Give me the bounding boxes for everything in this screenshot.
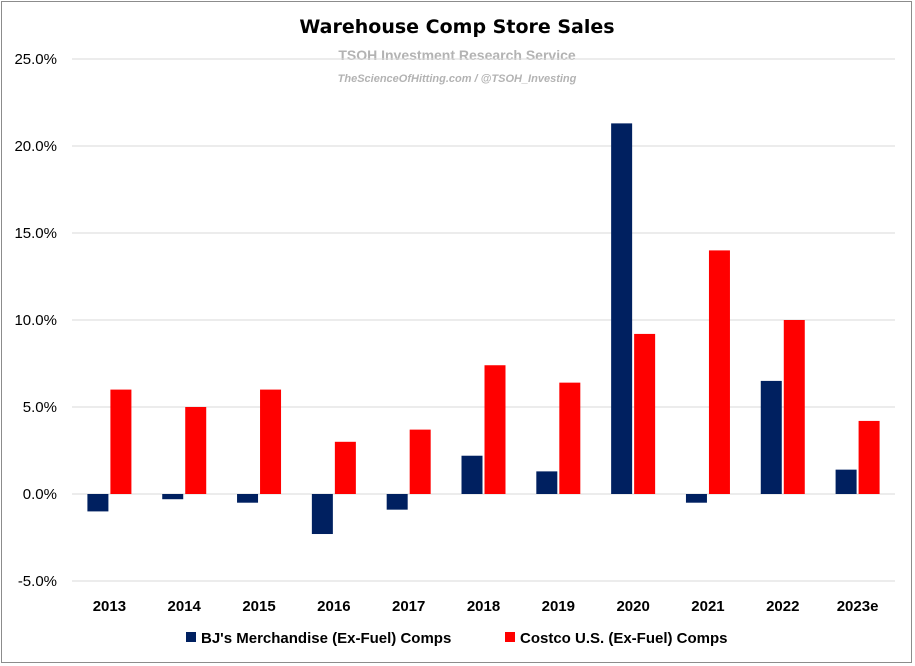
y-axis-ticks: -5.0% 0.0% 5.0% 10.0% 15.0% 20.0% 25.0%: [14, 51, 57, 590]
x-tick-label: 2016: [317, 598, 350, 615]
chart-title: Warehouse Comp Store Sales: [299, 16, 614, 38]
bar-costco-2015: [260, 389, 282, 494]
x-tick-label: 2023e: [837, 598, 879, 615]
bar-costco-2023e: [858, 420, 880, 494]
legend-swatch: [186, 632, 196, 642]
chart-subtitle: TSOH Investment Research Service: [338, 47, 576, 63]
bar-bjs-2020: [611, 123, 633, 494]
bar-costco-2018: [484, 365, 506, 494]
y-tick-label: 20.0%: [14, 138, 57, 155]
bar-bjs-2017: [386, 494, 408, 510]
bar-costco-2016: [334, 441, 356, 494]
bar-costco-2022: [783, 320, 805, 494]
bar-bjs-2021: [685, 494, 707, 503]
bar-bjs-2022: [760, 380, 782, 494]
y-tick-label: 25.0%: [14, 51, 57, 68]
x-tick-label: 2019: [542, 598, 575, 615]
bar-bjs-2016: [311, 494, 333, 535]
x-tick-label: 2021: [691, 598, 724, 615]
legend-swatch: [505, 632, 515, 642]
legend-label: BJ's Merchandise (Ex-Fuel) Comps: [201, 630, 451, 647]
bar-costco-2017: [409, 429, 431, 494]
y-tick-label: 15.0%: [14, 225, 57, 242]
bar-costco-2013: [110, 389, 132, 494]
x-tick-label: 2013: [93, 598, 126, 615]
bar-bjs-2018: [461, 455, 483, 494]
y-tick-label: 10.0%: [14, 312, 57, 329]
bar-bjs-2019: [536, 471, 558, 494]
bars: [87, 123, 880, 535]
y-tick-label: 0.0%: [23, 486, 57, 503]
x-tick-label: 2018: [467, 598, 500, 615]
x-tick-label: 2020: [616, 598, 649, 615]
bar-costco-2019: [559, 382, 581, 494]
x-tick-label: 2014: [168, 598, 202, 615]
bar-bjs-2014: [162, 494, 184, 500]
x-tick-label: 2017: [392, 598, 425, 615]
bar-costco-2021: [708, 250, 730, 494]
bar-bjs-2013: [87, 494, 109, 512]
x-tick-label: 2022: [766, 598, 799, 615]
legend: BJ's Merchandise (Ex-Fuel) Comps Costco U…: [186, 630, 728, 647]
bar-costco-2020: [634, 333, 656, 494]
x-tick-label: 2015: [242, 598, 275, 615]
bar-bjs-2023e: [835, 469, 857, 494]
bar-costco-2014: [185, 407, 207, 494]
chart-subtitle-credit: TheScienceOfHitting.com / @TSOH_Investin…: [338, 73, 577, 85]
legend-label: Costco U.S. (Ex-Fuel) Comps: [520, 630, 728, 647]
gridlines: [72, 58, 895, 582]
y-tick-label: 5.0%: [23, 399, 57, 416]
x-axis-ticks: 2013 2014 2015 2016 2017 2018 2019 2020 2021 2022…: [93, 598, 879, 615]
y-tick-label: -5.0%: [18, 573, 57, 590]
bar-bjs-2015: [237, 494, 259, 503]
